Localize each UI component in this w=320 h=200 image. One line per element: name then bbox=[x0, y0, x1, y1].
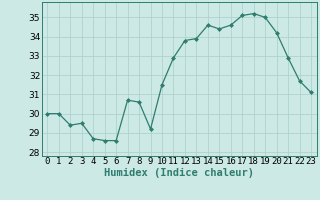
X-axis label: Humidex (Indice chaleur): Humidex (Indice chaleur) bbox=[104, 168, 254, 178]
